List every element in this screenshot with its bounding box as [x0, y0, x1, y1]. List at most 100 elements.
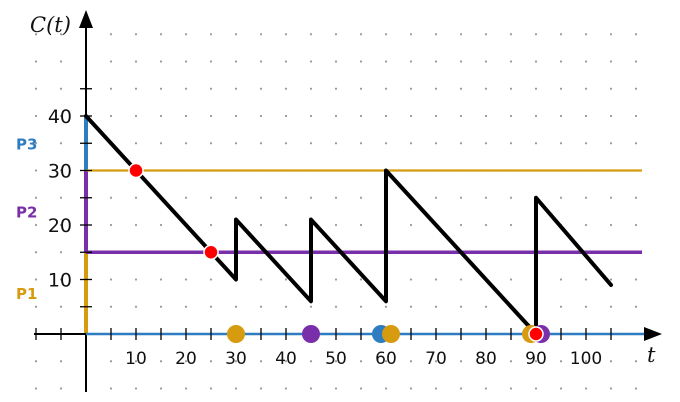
grid-dot	[459, 114, 463, 118]
grid-dot	[384, 87, 388, 90]
x-tick-label: 10	[125, 349, 147, 369]
grid-dot	[559, 196, 563, 199]
grid-dot	[609, 305, 613, 308]
grid-dot	[334, 305, 338, 308]
grid-dot	[134, 196, 138, 199]
grid-dot	[159, 305, 163, 308]
grid-dot	[509, 142, 513, 145]
grid-dot	[209, 387, 213, 390]
y-tick-label: 20	[48, 215, 72, 237]
grid-dot	[459, 60, 463, 63]
grid-dot	[634, 305, 638, 308]
grid-dot	[309, 387, 313, 390]
grid-dot	[359, 360, 363, 363]
grid-dot	[184, 60, 188, 63]
grid-dot	[634, 360, 638, 363]
grid-dot	[459, 223, 463, 227]
grid-dot	[159, 114, 163, 118]
x-tick-label: 40	[275, 349, 297, 369]
grid-dot	[534, 114, 538, 118]
grid-dot	[109, 114, 113, 118]
grid-dot	[584, 87, 588, 90]
grid-dot	[459, 87, 463, 90]
y-axis-arrow	[79, 10, 93, 28]
labels: C(t) t P3 P2 P1	[16, 13, 656, 367]
grid-dot	[434, 305, 438, 308]
intersection-marker	[203, 244, 219, 260]
grid-dot	[34, 305, 38, 308]
ticks: 10 20 30 40 50 60 70 80 90 100 10 20 30 40	[35, 88, 612, 369]
grid-dot	[609, 142, 613, 145]
grid-dot	[309, 142, 313, 145]
grid-dot	[459, 142, 463, 145]
grid-dot	[59, 278, 63, 281]
grid-dot	[534, 60, 538, 63]
grid-dot	[434, 360, 438, 363]
grid-dot	[59, 387, 63, 390]
x-axis-title: t	[647, 343, 656, 367]
grid-dot	[609, 87, 613, 90]
grid-dot	[59, 114, 63, 118]
grid-dot	[609, 196, 613, 199]
grid-dot	[409, 387, 413, 390]
grid-dot	[484, 387, 488, 390]
grid-dot	[34, 251, 38, 254]
grid-dot	[609, 278, 613, 281]
y-band-label: P2	[16, 203, 37, 221]
grid-dot	[59, 360, 63, 363]
grid-dot	[309, 360, 313, 363]
grid-dot	[509, 114, 513, 118]
grid-dot	[309, 60, 313, 63]
grid-dot	[559, 87, 563, 90]
grid-dot	[484, 33, 488, 36]
grid-dot	[184, 142, 188, 145]
grid-dot	[34, 87, 38, 90]
grid-dot	[559, 305, 563, 308]
grid-dot	[134, 60, 138, 63]
grid-dot	[459, 33, 463, 36]
grid-dot	[284, 305, 288, 308]
grid-dot	[59, 142, 63, 145]
grid-dot	[184, 33, 188, 36]
grid-dot	[34, 114, 38, 118]
grid-dot	[334, 223, 338, 227]
grid-dot	[184, 387, 188, 390]
grid-dot	[209, 114, 213, 118]
grid-dot	[634, 33, 638, 36]
grid-dot	[509, 223, 513, 227]
grid-dot	[384, 305, 388, 308]
grid-dot	[234, 60, 238, 63]
grid-dot	[284, 60, 288, 63]
grid-dot	[259, 360, 263, 363]
grid-dot	[109, 360, 113, 363]
grid-dot	[359, 278, 363, 281]
grid-dot	[434, 278, 438, 281]
grid-dot	[284, 223, 288, 227]
grid-dot	[184, 114, 188, 118]
grid-dot	[209, 60, 213, 63]
grid-dot	[209, 142, 213, 145]
grid-dot	[234, 360, 238, 363]
grid-dot	[184, 360, 188, 363]
grid-dot	[34, 142, 38, 145]
grid-dot	[134, 142, 138, 145]
grid-dot	[459, 360, 463, 363]
grid-dot	[259, 142, 263, 145]
x-tick-label: 50	[325, 349, 347, 369]
grid-dot	[184, 196, 188, 199]
grid-dot	[359, 196, 363, 199]
grid-dot	[34, 223, 38, 227]
grid-dot	[584, 387, 588, 390]
grid-dot	[409, 60, 413, 63]
grid-dot	[509, 278, 513, 281]
grid-dot	[259, 114, 263, 118]
grid-dot	[434, 87, 438, 90]
grid-dot	[109, 87, 113, 90]
grid-dot	[109, 196, 113, 199]
grid-dot	[409, 223, 413, 227]
grid-dot	[384, 60, 388, 63]
grid-dot	[284, 142, 288, 145]
axis-marker	[382, 325, 400, 343]
grid-dot	[134, 33, 138, 36]
